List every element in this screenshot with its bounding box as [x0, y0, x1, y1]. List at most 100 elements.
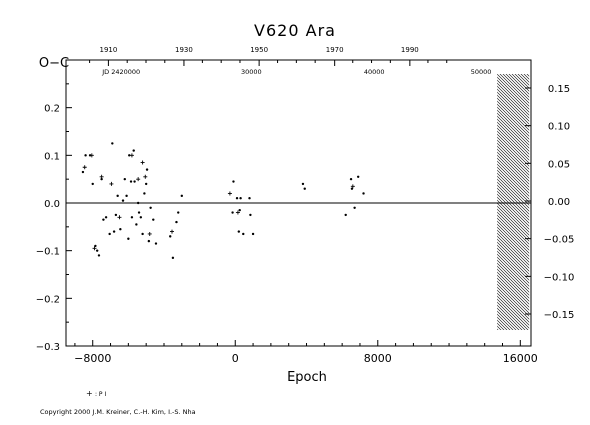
x-tick-label: 16000 — [503, 352, 538, 365]
data-point-plus — [99, 174, 104, 179]
data-point-dot — [248, 197, 251, 200]
data-point-dot — [251, 232, 255, 236]
data-point-plus — [143, 174, 148, 179]
top-year-label: 1930 — [175, 46, 193, 54]
data-point-dot — [356, 175, 360, 178]
data-point-dot — [127, 237, 130, 240]
legend-symbol: + — [86, 389, 93, 398]
x-tick-label: −8000 — [74, 352, 111, 365]
y-right-tick-label: −0.10 — [544, 272, 575, 283]
data-point-dot — [116, 194, 119, 198]
data-point-dot — [104, 216, 108, 219]
data-point-dot — [112, 230, 116, 233]
data-point-dot — [353, 206, 356, 209]
top-year-label: 1990 — [401, 46, 419, 54]
data-point-dot — [235, 197, 239, 200]
data-point-dot — [145, 168, 149, 171]
data-point-dot — [114, 213, 118, 217]
y-left-tick-label: −0.3 — [36, 342, 60, 353]
data-point-plus — [140, 160, 145, 165]
data-point-plus — [82, 165, 87, 170]
data-point-dot — [303, 187, 306, 190]
data-point-plus — [136, 177, 141, 182]
data-point-dot — [180, 194, 184, 198]
data-point-dot — [81, 170, 85, 174]
data-points-layer — [81, 142, 365, 260]
copyright-text: Copyright 2000 J.M. Kreiner, C.-H. Kim, … — [40, 408, 196, 416]
data-point-dot — [136, 201, 140, 205]
data-point-dot — [242, 232, 245, 236]
data-point-plus — [170, 229, 175, 234]
data-point-dot — [111, 142, 114, 145]
data-point-dot — [362, 192, 365, 195]
data-point-plus — [350, 184, 355, 189]
top-year-label: 1950 — [250, 46, 268, 54]
y-axis-label: O−C — [39, 56, 69, 71]
data-point-dot — [238, 208, 241, 212]
ticks-layer — [66, 60, 531, 347]
y-left-tick-label: −0.2 — [36, 294, 60, 305]
data-point-dot — [100, 177, 103, 181]
data-point-dot — [231, 211, 234, 214]
data-point-plus — [235, 210, 240, 215]
data-point-dot — [97, 254, 101, 257]
data-point-dot — [121, 199, 125, 202]
data-point-dot — [91, 182, 94, 186]
data-point-dot — [239, 197, 242, 200]
data-point-dot — [169, 235, 172, 238]
data-point-dot — [137, 211, 141, 214]
data-point-dot — [130, 216, 134, 219]
x-axis-label: Epoch — [287, 370, 327, 385]
top-jd-label: 40000 — [364, 68, 385, 76]
data-point-dot — [108, 232, 111, 236]
data-point-dot — [143, 192, 146, 195]
data-point-dot — [132, 149, 135, 152]
y-right-tick-label: 0.15 — [548, 84, 570, 95]
data-point-dot — [152, 218, 155, 221]
legend-text: : P I — [95, 391, 106, 398]
data-point-dot — [171, 256, 175, 260]
tick-labels-layer: −8000 0 8000 16000 0.2 0.1 0.0 −0.1 −0.2 −0.3 0.15… — [36, 46, 575, 365]
y-left-tick-label: 0.2 — [44, 104, 60, 115]
data-point-dot — [128, 154, 131, 157]
data-point-dot — [149, 206, 152, 209]
data-point-dot — [129, 180, 133, 183]
y-left-tick-label: −0.1 — [36, 247, 60, 258]
top-jd-label: JD 2420000 — [101, 68, 140, 76]
y-right-tick-label: 0.10 — [548, 122, 570, 133]
data-point-dot — [119, 228, 122, 231]
data-point-dot — [301, 182, 305, 186]
data-point-plus — [117, 215, 122, 220]
data-point-plus — [147, 231, 152, 236]
data-point-dot — [344, 213, 347, 217]
x-tick-label: 0 — [232, 352, 239, 365]
data-point-plus — [89, 153, 94, 158]
y-right-tick-label: 0.05 — [548, 159, 570, 170]
y-right-tick-label: 0.00 — [548, 197, 570, 208]
data-point-dot — [139, 216, 143, 219]
y-right-tick-label: −0.05 — [544, 235, 575, 246]
data-point-plus — [92, 246, 97, 251]
top-jd-label: 50000 — [471, 68, 492, 76]
top-year-label: 1910 — [99, 46, 117, 54]
hatched-region — [497, 74, 530, 330]
data-point-plus — [109, 181, 114, 186]
data-point-dot — [232, 180, 235, 183]
data-point-dot — [175, 220, 178, 224]
data-point-plus — [129, 153, 134, 158]
data-point-plus — [227, 191, 232, 196]
chart-title: V620 Ara — [254, 21, 336, 40]
data-point-dot — [84, 154, 87, 157]
data-point-dot — [125, 194, 128, 198]
top-year-label: 1970 — [326, 46, 344, 54]
data-point-dot — [147, 239, 151, 243]
data-point-dot — [135, 223, 138, 226]
y-left-tick-label: 0.0 — [44, 199, 60, 210]
data-point-dot — [237, 230, 241, 233]
data-point-dot — [249, 213, 252, 217]
data-point-dot — [123, 177, 126, 181]
top-jd-label: 30000 — [241, 68, 262, 76]
y-right-tick-label: −0.15 — [544, 310, 575, 321]
data-point-dot — [133, 180, 136, 183]
